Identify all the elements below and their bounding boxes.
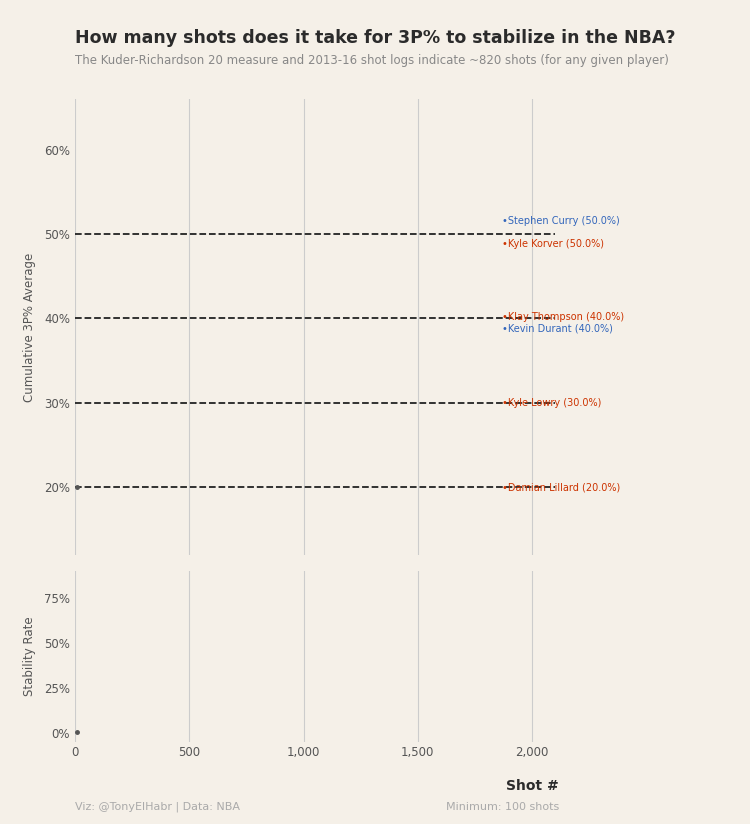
Text: •Klay Thompson (40.0%): •Klay Thompson (40.0%): [503, 312, 625, 322]
Text: Shot #: Shot #: [506, 779, 559, 793]
Text: •Stephen Curry (50.0%): •Stephen Curry (50.0%): [503, 216, 620, 226]
Text: •Kyle Korver (50.0%): •Kyle Korver (50.0%): [503, 239, 605, 249]
Text: •Kevin Durant (40.0%): •Kevin Durant (40.0%): [503, 323, 614, 333]
Y-axis label: Cumulative 3P% Average: Cumulative 3P% Average: [22, 252, 36, 401]
Text: How many shots does it take for 3P% to stabilize in the NBA?: How many shots does it take for 3P% to s…: [75, 29, 676, 47]
Text: Minimum: 100 shots: Minimum: 100 shots: [446, 802, 559, 812]
Text: •Damian Lillard (20.0%): •Damian Lillard (20.0%): [503, 482, 621, 493]
Text: •Kyle Lowry (30.0%): •Kyle Lowry (30.0%): [503, 398, 602, 408]
Y-axis label: Stability Rate: Stability Rate: [22, 616, 36, 696]
Text: Viz: @TonyElHabr | Data: NBA: Viz: @TonyElHabr | Data: NBA: [75, 801, 240, 812]
Text: The Kuder-Richardson 20 measure and 2013-16 shot logs indicate ~820 shots (for a: The Kuder-Richardson 20 measure and 2013…: [75, 54, 669, 67]
